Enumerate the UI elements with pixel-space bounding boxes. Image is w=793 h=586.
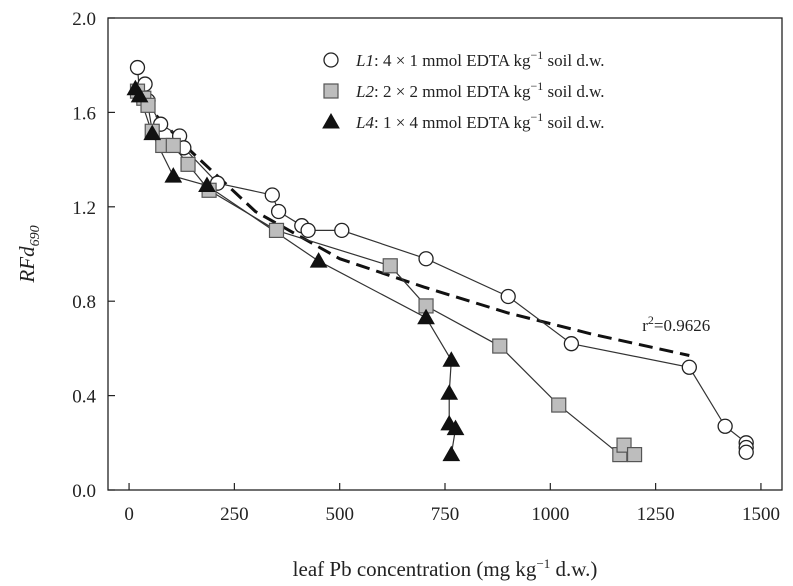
data-point-triangle bbox=[442, 445, 461, 462]
data-point-circle bbox=[500, 288, 516, 305]
data-point-square bbox=[492, 338, 508, 354]
data-point-circle bbox=[129, 59, 146, 76]
data-point-triangle bbox=[198, 176, 216, 193]
ticks: 0 250 500 750 1000 1250 1500 0.0 0.4 0.8 1.2 1.6 2.0 bbox=[72, 9, 780, 525]
data-point-triangle bbox=[143, 124, 162, 141]
data-point-circle bbox=[334, 222, 350, 239]
legend-marker-triangle bbox=[322, 112, 340, 129]
x-tick-label: 0 bbox=[124, 504, 134, 525]
fit-line-group bbox=[140, 99, 690, 357]
legend-label: L1: 4 × 1 mmol EDTA kg−1 soil d.w. bbox=[355, 48, 605, 70]
data-point-square bbox=[268, 222, 285, 238]
data-point-circle bbox=[418, 251, 434, 267]
x-axis-title: leaf Pb concentration (mg kg−1 d.w.) bbox=[293, 556, 598, 581]
x-tick-label: 250 bbox=[220, 504, 249, 525]
legend-marker-square bbox=[323, 83, 339, 99]
data-point-circle bbox=[681, 359, 697, 375]
data-point-triangle bbox=[130, 86, 149, 103]
data-point-triangle bbox=[417, 308, 435, 325]
data-point-square bbox=[551, 397, 567, 413]
data-point-triangle bbox=[164, 167, 183, 183]
x-tick-label: 750 bbox=[431, 504, 460, 525]
data-point-circle bbox=[264, 187, 280, 203]
data-point-circle bbox=[300, 222, 316, 239]
x-tick-label: 1250 bbox=[637, 504, 675, 525]
y-tick-label: 0.0 bbox=[72, 481, 96, 502]
x-tick-label: 1000 bbox=[531, 504, 569, 525]
data-point-square bbox=[165, 137, 181, 154]
y-tick-label: 0.8 bbox=[72, 292, 96, 313]
series-points bbox=[126, 59, 754, 463]
y-tick-label: 2.0 bbox=[72, 9, 96, 30]
data-point-circle bbox=[738, 444, 754, 460]
data-point-triangle bbox=[440, 384, 459, 400]
y-tick-label: 0.4 bbox=[72, 387, 96, 408]
data-point-square bbox=[626, 447, 643, 463]
x-tick-label: 1500 bbox=[742, 504, 780, 525]
data-point-triangle bbox=[446, 419, 465, 436]
y-axis-title: RFd690 bbox=[15, 225, 43, 283]
y-tick-label: 1.2 bbox=[72, 198, 96, 219]
legend-label: L4: 1 × 4 mmol EDTA kg−1 soil d.w. bbox=[355, 110, 605, 132]
data-point-circle bbox=[563, 336, 580, 352]
legend: L1: 4 × 1 mmol EDTA kg−1 soil d.w. L2: 2 … bbox=[322, 48, 605, 132]
data-point-circle bbox=[717, 418, 733, 434]
data-point-circle bbox=[270, 203, 287, 220]
legend-marker-circle bbox=[323, 52, 339, 68]
data-point-square bbox=[382, 258, 398, 274]
y-tick-label: 1.6 bbox=[72, 103, 96, 124]
fit-line bbox=[140, 99, 690, 357]
x-tick-label: 500 bbox=[325, 504, 354, 525]
data-point-triangle bbox=[309, 252, 328, 268]
data-point-triangle bbox=[442, 351, 461, 367]
data-point-square bbox=[180, 156, 196, 172]
legend-label: L2: 2 × 2 mmol EDTA kg−1 soil d.w. bbox=[355, 79, 605, 101]
r-squared-annotation: r2=0.9626 bbox=[642, 313, 710, 335]
